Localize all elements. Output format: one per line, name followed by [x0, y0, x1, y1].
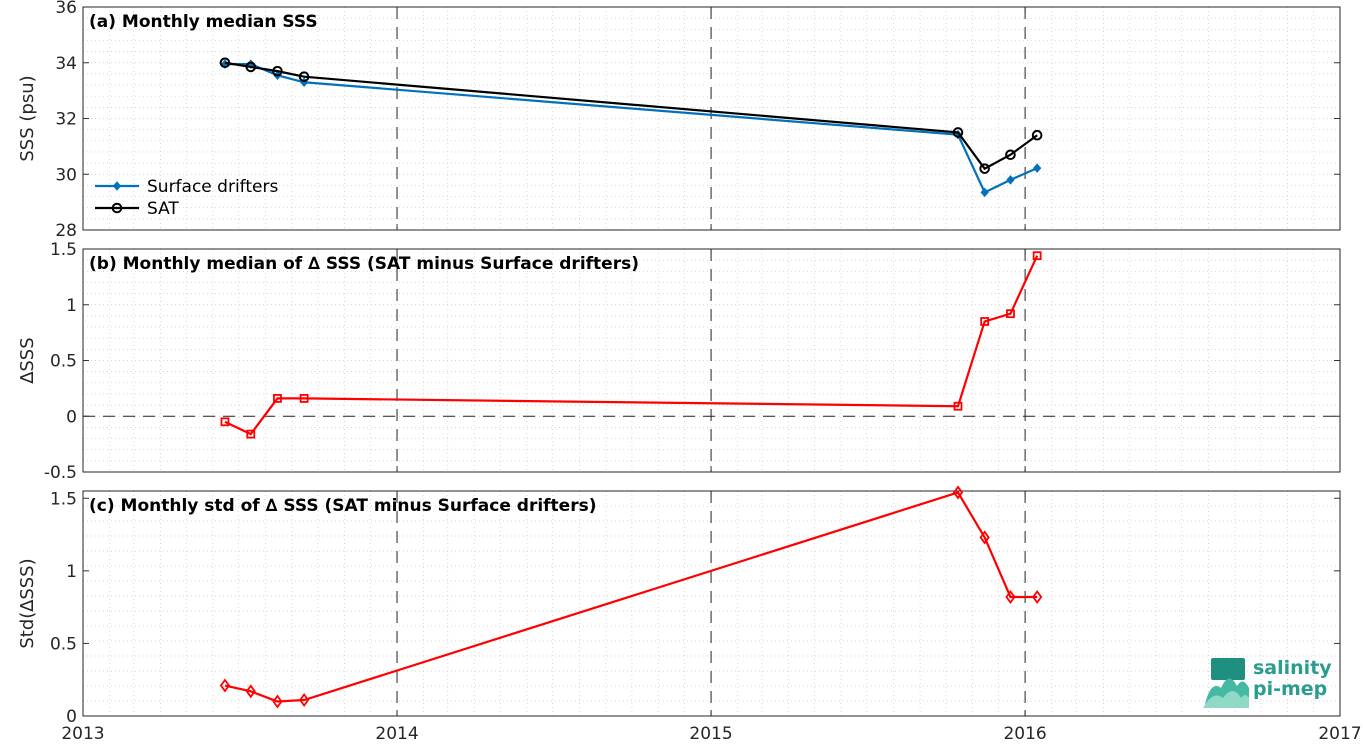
series-1 [219, 57, 1043, 174]
y-tick-label: 0.5 [50, 634, 77, 654]
y-tick-label: 34 [55, 54, 77, 74]
axes-box [82, 6, 1341, 231]
data-point [220, 417, 230, 427]
logo-text-salinity: salinity [1253, 657, 1332, 679]
data-point [980, 317, 990, 326]
data-point [979, 163, 990, 174]
data-point [1005, 149, 1016, 161]
panel-title: (c) Monthly std of ∆ SSS (SAT minus Surf… [89, 496, 596, 516]
panel-c: 0 0.5 1 1.5 2013 2014 2015 2016 2017 Std(∆SSS) (c)… [17, 485, 1362, 744]
data-point [1006, 175, 1015, 185]
x-tick-label: 2013 [61, 724, 104, 744]
data-point [953, 401, 963, 411]
data-point [272, 694, 283, 709]
data-point [273, 394, 282, 403]
panel-title: (a) Monthly median SSS [89, 12, 318, 32]
x-tick-label: 2016 [1003, 724, 1046, 744]
panel-a: 28 30 32 34 36 SSS (psu) (a) Monthly median SS… [17, 0, 1341, 241]
data-point [1005, 589, 1016, 604]
data-point [245, 61, 257, 73]
y-axis-label: ∆SSS [17, 337, 38, 384]
data-point [245, 684, 256, 699]
x-tick-label: 2017 [1318, 724, 1361, 744]
logo-wave-icon [1203, 658, 1249, 708]
data-point [246, 429, 256, 439]
data-point [1032, 163, 1042, 173]
data-point [1006, 309, 1015, 319]
y-tick-label: 0 [66, 707, 77, 727]
series-line [224, 491, 1038, 703]
data-point [979, 530, 990, 545]
axes-box [82, 248, 1341, 473]
y-tick-label: 36 [55, 0, 77, 18]
legend-label: SAT [147, 199, 179, 219]
series-0 [219, 485, 1043, 709]
legend-marker [111, 202, 123, 214]
y-axis-label: Std(∆SSS) [17, 558, 38, 648]
data-point [1031, 129, 1043, 141]
y-tick-label: 1.5 [50, 240, 77, 260]
panel-b: -0.5 0 0.5 1 1.5 ∆SSS (b) Monthly median of ∆ … [17, 240, 1341, 483]
y-tick-label: 30 [55, 165, 77, 185]
y-tick-label: 32 [55, 110, 77, 130]
x-tick-label: 2015 [689, 724, 732, 744]
y-tick-label: -0.5 [44, 463, 77, 483]
series-0 [220, 251, 1042, 439]
x-tick-label: 2014 [375, 724, 418, 744]
axes-box [82, 490, 1341, 717]
data-point [1032, 589, 1043, 604]
y-tick-label: 0.5 [50, 352, 77, 372]
data-point [299, 394, 309, 403]
data-point [272, 65, 283, 77]
data-point [219, 678, 231, 693]
data-point [1032, 251, 1042, 261]
y-tick-label: 28 [55, 221, 77, 241]
data-point [952, 127, 964, 138]
salinity-pi-mep-logo: salinity pi-mep [1203, 658, 1333, 708]
y-tick-label: 1.5 [50, 489, 77, 509]
y-tick-label: 1 [66, 296, 77, 316]
data-point [219, 57, 231, 69]
legend-marker [112, 181, 122, 191]
logo-text-pimep: pi-mep [1253, 678, 1328, 700]
data-point [952, 485, 964, 500]
y-tick-label: 0 [66, 407, 77, 427]
data-point [980, 187, 989, 198]
y-axis-label: SSS (psu) [17, 75, 38, 161]
data-point [299, 693, 310, 708]
legend-label: Surface drifters [147, 177, 278, 197]
y-tick-label: 1 [66, 562, 77, 582]
panel-title: (b) Monthly median of ∆ SSS (SAT minus S… [89, 254, 639, 274]
data-point [298, 71, 310, 82]
